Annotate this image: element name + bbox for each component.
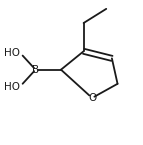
Text: O: O xyxy=(88,93,96,103)
Text: HO: HO xyxy=(4,48,20,58)
Text: HO: HO xyxy=(4,82,20,92)
Text: B: B xyxy=(32,65,39,75)
